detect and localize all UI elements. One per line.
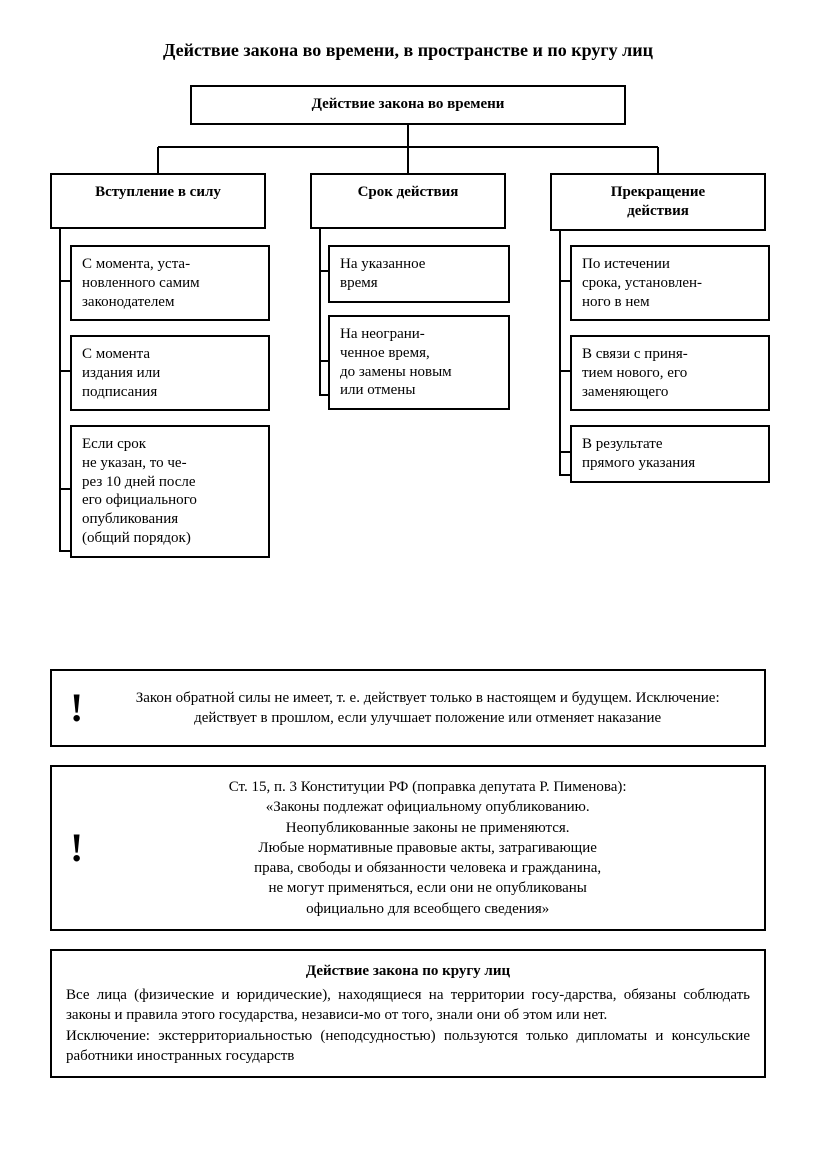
leaf-node-0-1: С моментаиздания илиподписания	[70, 335, 270, 411]
note-marker-icon: !	[66, 821, 87, 875]
leaf-node-1-1: На неограни-ченное время,до замены новым…	[328, 315, 510, 410]
info-title: Действие закона по кругу лиц	[66, 961, 750, 981]
note-block-0: ! Закон обратной силы не имеет, т. е. дей…	[50, 669, 766, 747]
branch-header-1: Срок действия	[310, 173, 506, 229]
leaf-node-2-1: В связи с приня-тием нового, егозаменяющ…	[570, 335, 770, 411]
note-marker-icon: !	[66, 681, 87, 735]
note-body: Закон обратной силы не имеет, т. е. дейс…	[105, 688, 750, 729]
leaf-node-2-2: В результатепрямого указания	[570, 425, 770, 483]
root-node: Действие закона во времени	[190, 85, 626, 125]
branch-header-0: Вступление в силу	[50, 173, 266, 229]
leaf-node-0-2: Если срокне указан, то че-рез 10 дней по…	[70, 425, 270, 558]
leaf-node-2-0: По истечениисрока, установлен-ного в нем	[570, 245, 770, 321]
note-body: Ст. 15, п. 3 Конституции РФ (поправка де…	[105, 777, 750, 919]
note-block-1: ! Ст. 15, п. 3 Конституции РФ (поправка д…	[50, 765, 766, 931]
branch-header-2: Прекращениедействия	[550, 173, 766, 231]
notes-container: ! Закон обратной силы не имеет, т. е. дей…	[50, 669, 766, 931]
diagram-tree: Действие закона во времени Вступление в с…	[50, 85, 766, 645]
info-body: Все лица (физические и юридические), нах…	[66, 985, 750, 1066]
info-block: Действие закона по кругу лиц Все лица (ф…	[50, 949, 766, 1078]
page-title: Действие закона во времени, в пространст…	[50, 40, 766, 61]
leaf-node-1-0: На указанноевремя	[328, 245, 510, 303]
leaf-node-0-0: С момента, уста-новленного самимзаконода…	[70, 245, 270, 321]
